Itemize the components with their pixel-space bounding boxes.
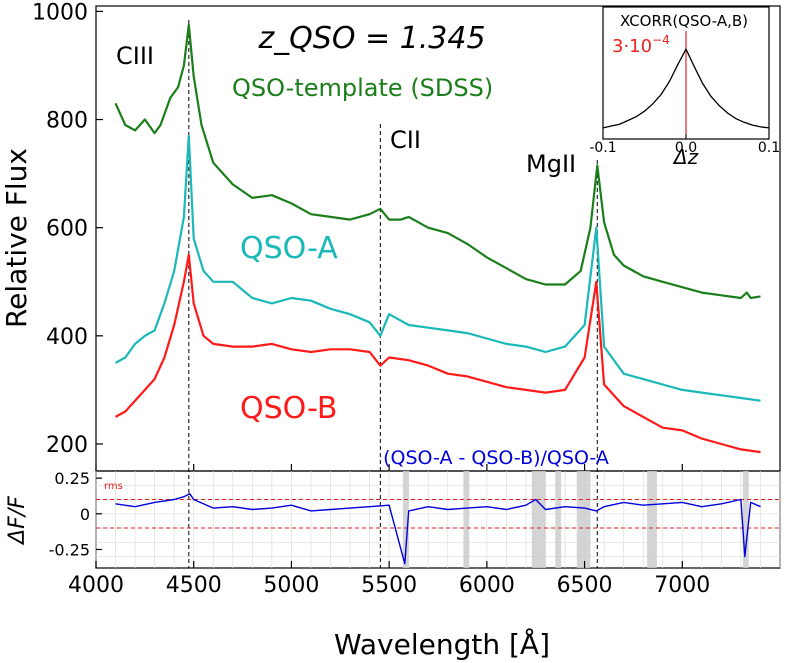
y-tick-label: 600 — [46, 217, 88, 242]
inset-x-tick-label: 0.1 — [758, 140, 780, 156]
inset-annotation-exponent: −4 — [652, 33, 670, 47]
main-y-axis-label: Relative Flux — [0, 148, 33, 328]
line-label-ciii: CIII — [116, 42, 154, 70]
y-tick-label: 400 — [46, 325, 88, 350]
line-label-mgii: MgII — [526, 150, 576, 178]
inset-x-tick-label: -0.1 — [589, 140, 616, 156]
residual-panel: -0.25 0 0.25 rms ΔF/F — [5, 469, 781, 569]
residual-y-ticks: -0.25 0 0.25 — [49, 469, 102, 559]
residual-y-axis-label: ΔF/F — [5, 496, 30, 546]
line-label-cii: CII — [390, 126, 421, 154]
inset-x-axis-label: Δz — [672, 145, 699, 169]
inset-plot — [602, 31, 770, 139]
masked-region — [402, 471, 409, 568]
masked-region — [463, 471, 470, 568]
x-tick-label: 7000 — [654, 573, 710, 598]
residual-y-tick-label: 0 — [80, 505, 90, 524]
x-tick-label: 5500 — [361, 573, 417, 598]
residual-y-tick-label: -0.25 — [49, 540, 90, 559]
emission-line-markers — [188, 20, 598, 568]
inset-title: XCORR(QSO-A,B) — [620, 12, 748, 30]
x-tick-label: 5000 — [263, 573, 319, 598]
y-tick-label: 1000 — [32, 0, 88, 25]
label-qso-a: QSO-A — [240, 231, 338, 266]
masked-region — [742, 471, 749, 568]
series-qso-template-sdss — [114, 23, 761, 300]
rms-label: rms — [104, 481, 123, 492]
x-ticks: 4000 4500 5000 5500 6000 6500 7000 — [68, 464, 710, 598]
x-axis-label: Wavelength [Å] — [334, 627, 550, 661]
redshift-annotation: z_QSO = 1.345 — [257, 21, 485, 56]
y-tick-label: 800 — [46, 109, 88, 134]
series-residual — [115, 493, 761, 565]
y-tick-label: 200 — [46, 433, 88, 458]
main-y-ticks: 200 400 600 800 1000 — [32, 0, 103, 458]
x-tick-label: 6500 — [557, 573, 613, 598]
xcorr-inset: XCORR(QSO-A,B) 3·10−4 -0.1 0.0 0.1 Δz — [589, 6, 780, 169]
masked-region — [555, 471, 562, 568]
residual-series — [115, 493, 761, 565]
x-tick-label: 6000 — [459, 573, 515, 598]
x-tick-label: 4500 — [166, 573, 222, 598]
x-tick-label: 4000 — [68, 573, 124, 598]
inset-x-tick-label: 0.0 — [675, 140, 697, 156]
series-qso-b — [114, 253, 761, 454]
label-qso-b: QSO-B — [240, 391, 337, 426]
series-qso-a — [114, 134, 761, 402]
masked-region — [647, 471, 657, 568]
spectra-series — [114, 23, 761, 454]
label-qso-template: QSO-template (SDSS) — [232, 74, 493, 102]
inset-x-ticks: -0.1 0.0 0.1 — [589, 134, 780, 156]
masked-regions — [402, 471, 749, 568]
main-panel: 200 400 600 800 1000 z_QSO = 1.345 QSO-templ… — [0, 0, 781, 568]
masked-region — [576, 471, 591, 568]
residual-y-tick-label: 0.25 — [54, 469, 90, 488]
inset-xcorr-curve — [602, 47, 770, 129]
residual-grid — [95, 471, 781, 568]
residual-title: (QSO-A - QSO-B)/QSO-A — [383, 447, 609, 469]
masked-region — [531, 471, 546, 568]
rms-levels — [96, 499, 780, 529]
